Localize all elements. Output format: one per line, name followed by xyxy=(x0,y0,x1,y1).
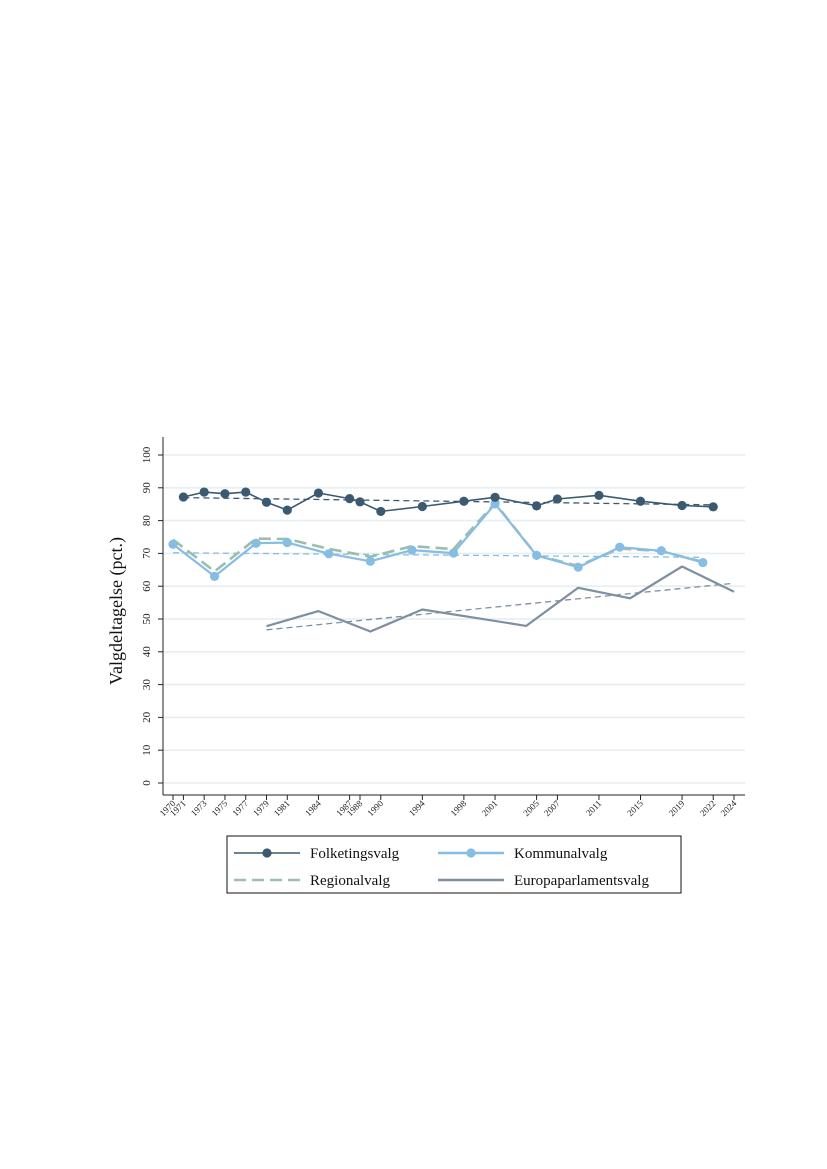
x-tick-label-2024: 2024 xyxy=(719,798,739,818)
point-folketingsvalg-1998 xyxy=(459,496,469,506)
x-tick-label-1975: 1975 xyxy=(210,798,230,818)
y-tick-label-40: 40 xyxy=(141,646,153,658)
trend-line-europa xyxy=(266,582,735,631)
point-folketingsvalg-2007 xyxy=(552,494,562,504)
point-folketingsvalg-2011 xyxy=(594,490,604,500)
x-tick-label-1998: 1998 xyxy=(449,798,469,818)
point-folketingsvalg-2022 xyxy=(708,502,718,512)
point-kommunalvalg-2001 xyxy=(490,499,500,509)
point-folketingsvalg-2005 xyxy=(532,501,542,511)
legend-label-folketingsvalg: Folketingsvalg xyxy=(310,846,400,862)
legend-marker-folketingsvalg xyxy=(262,848,272,858)
point-kommunalvalg-1974 xyxy=(209,571,220,581)
legend-item-regionalvalg: Regionalvalg xyxy=(234,873,390,889)
grid-layer xyxy=(163,454,745,784)
point-folketingsvalg-1977 xyxy=(241,487,251,497)
legend: Folketingsvalg Kommunalvalg Regionalvalg Eu… xyxy=(226,835,682,894)
x-tick-label-1979: 1979 xyxy=(251,798,271,818)
x-tick-label-1981: 1981 xyxy=(272,798,292,818)
series-line-europa xyxy=(266,565,735,633)
point-kommunalvalg-1997 xyxy=(448,548,459,558)
x-tick-label-2001: 2001 xyxy=(480,798,500,818)
y-tick-label-60: 60 xyxy=(141,580,153,592)
legend-label-kommunalvalg: Kommunalvalg xyxy=(514,846,608,862)
y-axis-title: Valgdeltagelse (pct.) xyxy=(106,537,127,685)
x-tick-label-1994: 1994 xyxy=(407,798,427,818)
y-tick-label-90: 90 xyxy=(141,482,153,494)
y-tick-label-100: 100 xyxy=(141,446,153,463)
trend-line-folketingsvalg xyxy=(183,496,714,506)
point-kommunalvalg-1993 xyxy=(407,545,417,555)
point-folketingsvalg-1971 xyxy=(178,492,188,502)
point-folketingsvalg-1994 xyxy=(417,501,427,512)
point-folketingsvalg-2001 xyxy=(490,492,500,502)
point-kommunalvalg-1978 xyxy=(251,538,261,548)
y-tick-label-0: 0 xyxy=(141,780,153,786)
y-tick-label-70: 70 xyxy=(141,547,153,559)
x-tick-label-1984: 1984 xyxy=(303,798,323,818)
trend-line-kommunalvalg xyxy=(172,552,703,558)
x-tick-label-1990: 1990 xyxy=(365,798,385,818)
series-line-kommunalvalg xyxy=(172,502,704,578)
legend-marker-kommunalvalg xyxy=(466,848,476,858)
x-tick-label-2022: 2022 xyxy=(698,798,718,818)
x-tick-label-1977: 1977 xyxy=(230,798,250,818)
legend-box xyxy=(226,835,682,894)
y-tick-label-20: 20 xyxy=(141,711,153,723)
point-folketingsvalg-1975 xyxy=(220,489,230,499)
legend-label-regionalvalg: Regionalvalg xyxy=(310,873,390,889)
point-folketingsvalg-1990 xyxy=(376,506,386,517)
point-kommunalvalg-2005 xyxy=(532,550,542,560)
point-kommunalvalg-1981 xyxy=(282,537,292,548)
y-tick-label-80: 80 xyxy=(141,515,153,527)
point-folketingsvalg-1981 xyxy=(282,505,292,515)
point-kommunalvalg-2009 xyxy=(573,562,583,572)
point-folketingsvalg-1988 xyxy=(355,497,365,507)
point-folketingsvalg-2019 xyxy=(677,500,687,511)
point-folketingsvalg-1987 xyxy=(345,494,355,504)
x-tick-label-2011: 2011 xyxy=(584,798,604,818)
x-tick-label-2005: 2005 xyxy=(521,798,541,818)
series-line-regionalvalg xyxy=(172,501,704,573)
x-tick-label-1973: 1973 xyxy=(189,798,209,818)
series-layer xyxy=(168,487,735,633)
point-kommunalvalg-2021 xyxy=(698,557,708,568)
point-folketingsvalg-1973 xyxy=(199,487,209,497)
x-tick-label-2019: 2019 xyxy=(667,798,687,818)
y-tick-label-10: 10 xyxy=(141,744,153,756)
legend-label-europa: Europaparlamentsvalg xyxy=(514,873,649,889)
x-tick-label-2015: 2015 xyxy=(625,798,645,818)
point-kommunalvalg-2017 xyxy=(656,546,666,556)
point-folketingsvalg-1979 xyxy=(261,497,272,507)
point-folketingsvalg-2015 xyxy=(635,496,646,506)
point-kommunalvalg-1970 xyxy=(168,539,178,549)
x-tick-label-2007: 2007 xyxy=(542,798,562,818)
legend-item-folketingsvalg: Folketingsvalg xyxy=(234,846,400,862)
legend-item-kommunalvalg: Kommunalvalg xyxy=(438,846,608,862)
legend-item-europa: Europaparlamentsvalg xyxy=(438,873,649,889)
y-tick-label-30: 30 xyxy=(141,679,153,691)
point-kommunalvalg-1985 xyxy=(324,549,334,559)
y-tick-label-50: 50 xyxy=(141,613,153,625)
point-kommunalvalg-2013 xyxy=(615,542,625,552)
point-kommunalvalg-1989 xyxy=(365,556,375,566)
point-folketingsvalg-1984 xyxy=(313,488,324,498)
trend-layer xyxy=(172,496,735,631)
